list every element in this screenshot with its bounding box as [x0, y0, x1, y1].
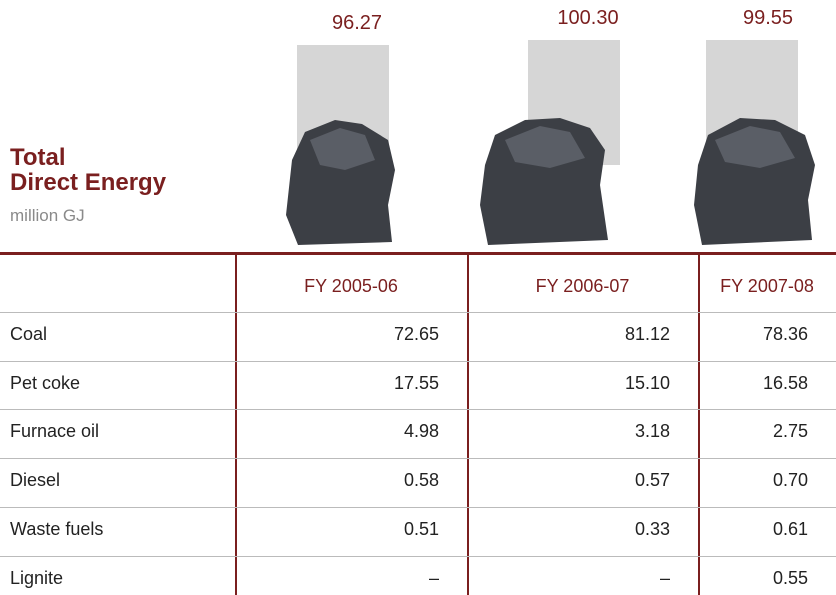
cell-value: 0.51	[403, 518, 439, 539]
cell-value: 17.55	[393, 372, 439, 393]
unit: million GJ	[10, 206, 85, 225]
row-label: Lignite	[10, 567, 64, 588]
cell-value: 0.70	[772, 470, 808, 491]
column-divider	[698, 253, 700, 595]
cell-value: –	[659, 567, 670, 588]
cell-value: 81.12	[624, 324, 670, 344]
row-divider	[0, 360, 836, 362]
cell-value: 4.98	[403, 421, 439, 442]
cell-value: 78.36	[762, 324, 808, 344]
total-value: 99.55	[742, 7, 794, 29]
total-value: 96.27	[331, 12, 383, 34]
cell-value: 3.18	[634, 421, 670, 442]
cell-value: 16.58	[762, 372, 808, 393]
header-rule	[0, 252, 836, 255]
title-line: Direct Energy	[10, 169, 167, 196]
total-value: 100.30	[557, 7, 619, 29]
row-divider	[0, 409, 836, 411]
cell-value: 0.61	[772, 518, 808, 539]
cell-value: 72.65	[393, 324, 439, 344]
column-divider	[235, 253, 237, 595]
row-divider	[0, 458, 836, 460]
pictogram	[286, 40, 815, 245]
row-divider	[0, 555, 836, 557]
column-header: FY 2005-06	[304, 276, 398, 296]
row-label: Waste fuels	[10, 518, 104, 539]
column-divider	[467, 253, 469, 595]
row-divider	[0, 506, 836, 508]
cell-value: 2.75	[772, 421, 808, 442]
title-line: Total	[10, 144, 66, 171]
column-3-graphic	[694, 40, 815, 245]
cell-value: 0.55	[772, 567, 808, 588]
column-2-graphic	[480, 40, 620, 245]
row-label: Pet coke	[10, 372, 81, 393]
column-header: FY 2006-07	[535, 276, 630, 296]
cell-value: 15.10	[624, 372, 670, 393]
column-1-graphic	[286, 45, 395, 245]
cell-value: 0.58	[403, 470, 439, 491]
cell-value: –	[428, 567, 439, 588]
row-divider	[0, 312, 836, 313]
cell-value: 0.57	[634, 470, 670, 491]
row-label: Coal	[10, 324, 48, 344]
row-label: Diesel	[10, 470, 61, 491]
cell-value: 0.33	[634, 518, 670, 539]
row-label: Furnace oil	[10, 421, 100, 442]
column-header: FY 2007-08	[720, 276, 814, 296]
